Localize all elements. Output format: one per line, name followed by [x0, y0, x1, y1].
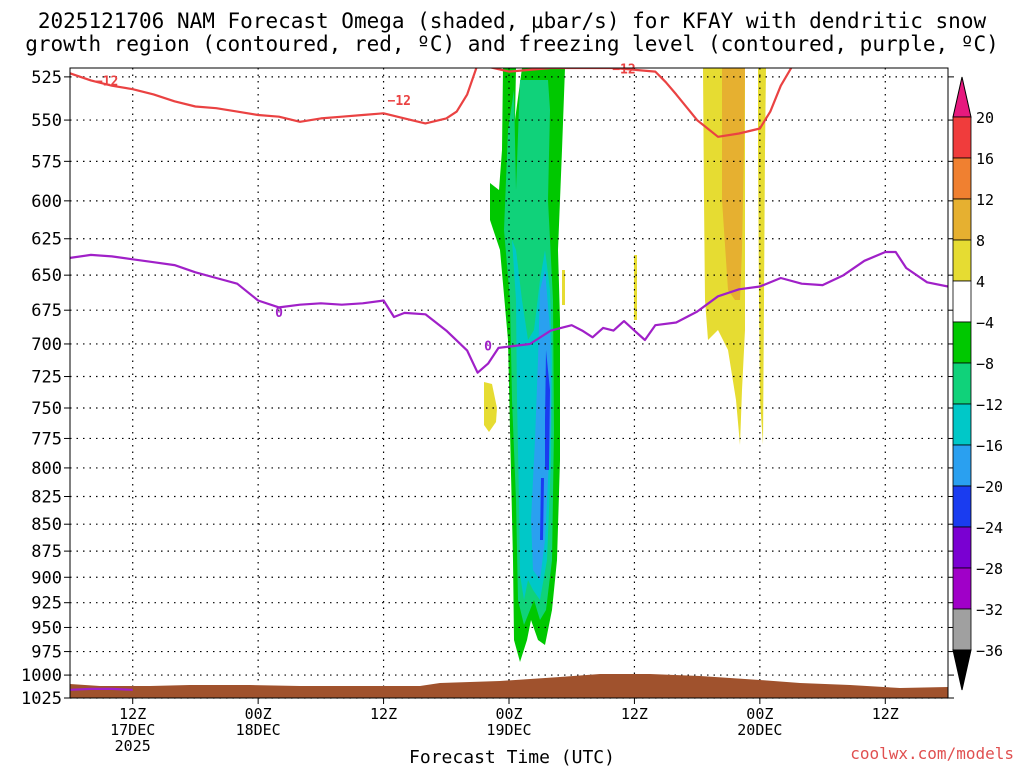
y-tick-label: 550	[31, 111, 62, 131]
colorbar-label: 8	[976, 232, 985, 250]
omega-shading	[484, 68, 766, 662]
freezing-contour-label: 0	[484, 340, 492, 355]
dendritic-contour-label: −12	[612, 62, 635, 77]
colorbar-swatch	[952, 444, 972, 487]
colorbar-label: 12	[976, 191, 994, 209]
contour-labels: −12 −12 −12 0 0	[95, 62, 636, 354]
y-tick-label: 725	[31, 368, 62, 388]
colorbar: 20 16 12 8 4 −4 −8 −12 −16 −20 −24 −28 −32 −36	[952, 76, 1003, 691]
chart-title-line2: growth region (contoured, red, ºC) and f…	[25, 32, 999, 56]
x-tick-label: 12Z	[872, 705, 899, 723]
colorbar-label: −28	[976, 560, 1003, 578]
omega-region-positive-orange	[722, 68, 745, 300]
y-tick-label: 525	[31, 68, 62, 88]
colorbar-swatch	[952, 321, 972, 364]
colorbar-label: −12	[976, 396, 1003, 414]
x-axis-title: Forecast Time (UTC)	[409, 747, 615, 768]
freezing-contour-label: 0	[275, 306, 283, 321]
x-tick-label: 12Z	[621, 705, 648, 723]
y-tick-label: 675	[31, 301, 62, 321]
y-tick-label: 875	[31, 542, 62, 562]
colorbar-bottom-arrow	[952, 649, 972, 691]
dendritic-contour-label: −12	[95, 75, 118, 90]
colorbar-swatch	[952, 239, 972, 282]
x-tick-label: 12Z	[119, 705, 146, 723]
omega-region-negative-lightblue	[531, 270, 551, 580]
contour-line	[70, 687, 133, 691]
y-tick-label: 800	[31, 459, 62, 479]
y-tick-label: 975	[31, 643, 62, 663]
y-tick-label: 950	[31, 618, 62, 638]
y-tick-label: 625	[31, 230, 62, 250]
colorbar-swatch	[952, 567, 972, 610]
y-tick-label: 1000	[21, 666, 62, 686]
contour-lines	[70, 68, 948, 691]
colorbar-swatch	[952, 608, 972, 651]
colorbar-swatch	[952, 362, 972, 405]
y-tick-label: 925	[31, 594, 62, 614]
colorbar-swatch	[952, 403, 972, 446]
colorbar-swatch	[952, 157, 972, 200]
colorbar-label: −24	[976, 519, 1003, 537]
gridlines	[70, 68, 948, 699]
x-tick-label: 2025	[115, 737, 151, 755]
x-tick-label: 18DEC	[236, 721, 281, 739]
y-tick-label: 750	[31, 399, 62, 419]
surface-terrain	[70, 674, 948, 698]
credit-text: coolwx.com/models	[850, 744, 1014, 763]
x-tick-label: 17DEC	[110, 721, 155, 739]
colorbar-top-arrow	[952, 76, 972, 118]
colorbar-swatch	[952, 526, 972, 569]
y-tick-label: 600	[31, 192, 62, 212]
x-tick-label: 19DEC	[486, 721, 531, 739]
x-tick-label: 00Z	[495, 705, 522, 723]
colorbar-label: 20	[976, 109, 994, 127]
y-axis: 525 550 575 600 625 650 675 700 725 750 775 800 825 8…	[21, 68, 954, 709]
colorbar-label: −8	[976, 355, 994, 373]
terrain-fill	[70, 674, 948, 698]
colorbar-label: −20	[976, 478, 1003, 496]
y-tick-label: 700	[31, 335, 62, 355]
colorbar-swatch	[952, 280, 972, 323]
colorbar-swatch	[952, 198, 972, 241]
dendritic-contour-label: −12	[388, 94, 411, 109]
y-tick-label: 850	[31, 515, 62, 535]
y-tick-label: 825	[31, 487, 62, 507]
colorbar-label: 16	[976, 150, 994, 168]
y-tick-label: 775	[31, 429, 62, 449]
y-tick-label: 575	[31, 152, 62, 172]
colorbar-label: −36	[976, 642, 1003, 660]
omega-region-positive-yellow-thin1	[562, 270, 565, 305]
colorbar-label: −4	[976, 314, 994, 332]
y-tick-label: 900	[31, 568, 62, 588]
x-tick-label: 00Z	[746, 705, 773, 723]
chart-title-line1: 2025121706 NAM Forecast Omega (shaded, µ…	[37, 9, 987, 33]
contour-line	[70, 68, 793, 138]
colorbar-label: −32	[976, 601, 1003, 619]
x-tick-label: 12Z	[370, 705, 397, 723]
colorbar-label: −16	[976, 437, 1003, 455]
contour-line	[70, 250, 948, 374]
omega-region-positive-yellow-thin2	[634, 255, 637, 320]
y-tick-label: 1025	[21, 689, 62, 709]
omega-region-negative-blue	[545, 350, 550, 470]
omega-region-positive-yellow-strip	[758, 68, 766, 445]
x-tick-label: 00Z	[245, 705, 272, 723]
colorbar-label: 4	[976, 273, 985, 291]
colorbar-swatch	[952, 116, 972, 159]
x-tick-label: 20DEC	[737, 721, 782, 739]
omega-region-negative-blue-small	[540, 478, 544, 540]
colorbar-swatch	[952, 485, 972, 528]
y-tick-label: 650	[31, 266, 62, 286]
omega-region-positive-yellow-small	[484, 382, 497, 432]
